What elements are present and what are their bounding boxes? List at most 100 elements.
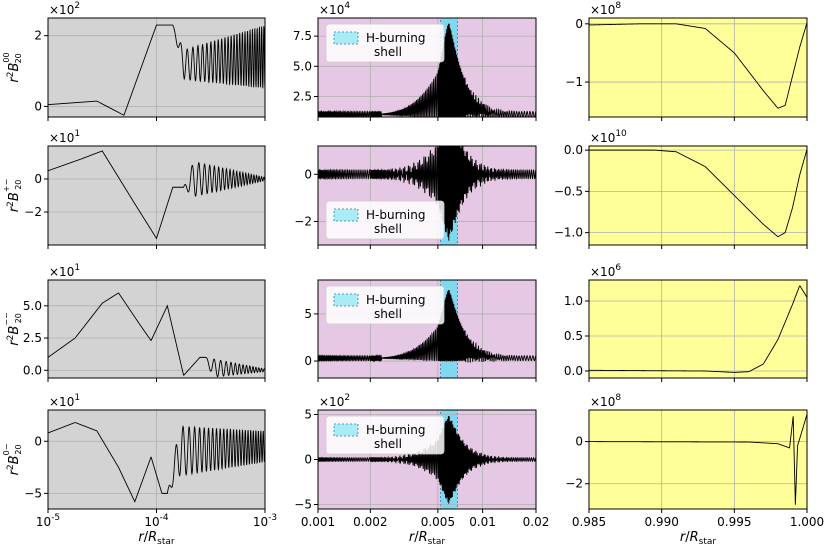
data-line [318, 23, 536, 117]
x-tick-label: 10-3 [253, 513, 277, 529]
y-tick-label: 2 [34, 29, 42, 43]
y-tick-label: 5.0 [23, 299, 42, 313]
data-line [48, 422, 265, 503]
y-tick-label: −2 [24, 205, 42, 219]
axis-multiplier: ×1010 [590, 129, 627, 145]
y-tick-label: −2 [565, 477, 583, 491]
panel-r2-c1: −2 0 ×101 [24, 129, 266, 249]
panel-frame [588, 17, 808, 118]
axis-multiplier: ×106 [590, 263, 621, 279]
legend-label-line1: H-burning [366, 31, 425, 45]
data-line [318, 416, 536, 504]
panel-frame [588, 279, 808, 379]
data-line [48, 150, 265, 240]
y-tick-label: 1.0 [564, 294, 583, 308]
x-axis-label: r/Rstar [409, 530, 446, 545]
data-line [589, 285, 807, 373]
x-axis-label: r/Rstar [138, 530, 175, 545]
panel-r3-c3: 0.0 0.5 1.0 ×106 [564, 263, 808, 382]
data-line [589, 414, 807, 505]
panel-r4-c3: −2 0 0.985 0.990 0.995 1.000 ×108 [565, 393, 824, 529]
legend-patch [333, 293, 359, 307]
x-tick-label: 1.000 [790, 515, 824, 529]
x-tick-label: 10-4 [144, 513, 169, 529]
panel-r1-c1: 0 2 ×102 [34, 1, 266, 121]
panel-frame [588, 145, 808, 246]
panel-frame [588, 409, 808, 510]
axis-multiplier: ×104 [319, 1, 350, 17]
y-tick-label: 0 [575, 435, 583, 449]
x-tick-label: 0.001 [301, 515, 335, 529]
axis-multiplier: ×108 [590, 1, 621, 17]
legend-label-line2: shell [374, 45, 402, 59]
y-axis-label: r2B00 20 [2, 52, 23, 82]
y-tick-label: −0.5 [554, 184, 583, 198]
panel-frame [317, 17, 537, 118]
y-tick-label: −1.0 [554, 226, 583, 240]
data-line [589, 149, 807, 238]
y-tick-label: 2.5 [23, 331, 42, 345]
axis-multiplier: ×101 [49, 263, 80, 279]
legend-patch [333, 423, 359, 437]
panel-background [589, 410, 807, 509]
y-tick-label: 0 [304, 167, 312, 181]
x-tick-label: 10-5 [36, 513, 60, 529]
legend-patch [333, 208, 359, 222]
y-tick-label: −2 [294, 214, 312, 228]
x-tick-label: 0.02 [523, 515, 550, 529]
x-axis-label: r/Rstar [680, 530, 717, 545]
legend-label-line2: shell [374, 437, 402, 451]
y-tick-label: 0 [304, 354, 312, 368]
y-axis-label: r2B+− 20 [2, 179, 23, 212]
data-line [318, 290, 536, 363]
y-tick-label: 5 [304, 408, 312, 422]
legend-patch [333, 31, 359, 45]
panel-r4-c1: −5 0 10-5 10-4 10-3 ×101 [24, 393, 277, 529]
y-tick-label: 5 [304, 307, 312, 321]
panel-r3-c1: 0.0 2.5 5.0 ×101 [23, 263, 266, 382]
y-axis-label: r2B−− 20 [2, 312, 23, 345]
y-tick-label: 0 [575, 17, 583, 31]
y-tick-label: 2.5 [293, 89, 312, 103]
y-tick-label: 0 [34, 434, 42, 448]
panel-background [589, 146, 807, 245]
y-tick-label: 0 [34, 99, 42, 113]
y-tick-label: −5 [24, 486, 42, 500]
y-tick-label: 0.5 [564, 329, 583, 343]
y-tick-label: −5 [294, 498, 312, 512]
panel-r2-c3: −1.0 −0.5 0.0 ×1010 [554, 129, 808, 249]
legend-label-line1: H-burning [366, 293, 425, 307]
panel-frame [317, 145, 537, 246]
data-line [48, 24, 265, 116]
y-tick-label: 0 [304, 453, 312, 467]
y-tick-label: 0.0 [564, 143, 583, 157]
axis-multiplier: ×102 [49, 1, 80, 17]
legend-label-line2: shell [374, 222, 402, 236]
y-tick-label: 0.0 [23, 363, 42, 377]
panel-background [589, 280, 807, 378]
x-tick-label: 0.995 [717, 515, 751, 529]
axis-multiplier: ×101 [49, 129, 80, 145]
panel-background [589, 18, 807, 117]
y-tick-label: 7.5 [293, 29, 312, 43]
panel-r1-c3: −1 0 ×108 [565, 1, 808, 121]
x-tick-label: 0.990 [644, 515, 678, 529]
legend-label-line2: shell [374, 307, 402, 321]
x-tick-label: 0.985 [572, 515, 606, 529]
axis-multiplier: ×108 [590, 393, 621, 409]
x-tick-label: 0.002 [353, 515, 387, 529]
data-line [589, 22, 807, 109]
y-tick-label: 5.0 [293, 59, 312, 73]
y-tick-label: 0.0 [564, 364, 583, 378]
data-line [318, 146, 536, 241]
axis-multiplier: ×101 [49, 393, 80, 409]
axis-multiplier: ×102 [319, 393, 350, 409]
panel-r4-c2: −5 0 5 0.001 0.002 0.005 0.01 0.02 ×102 H-burning… [294, 393, 549, 529]
